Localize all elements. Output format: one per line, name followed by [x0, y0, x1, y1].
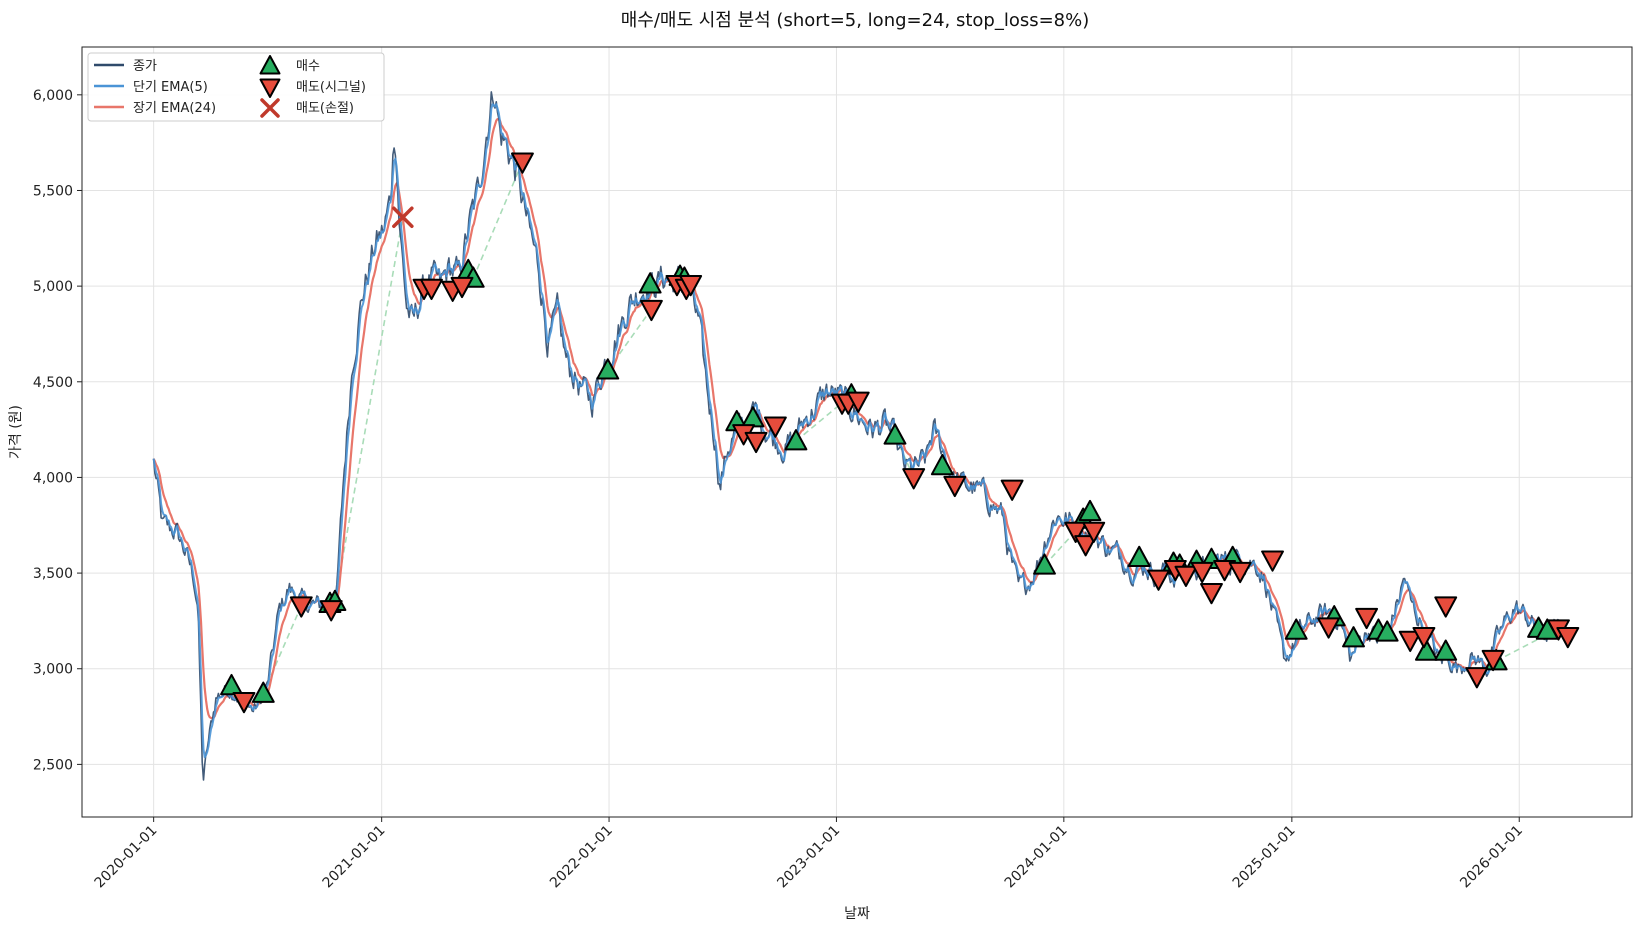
sell-signal-marker [1174, 565, 1198, 587]
marker-layer [220, 152, 1580, 714]
trade-link [472, 161, 524, 279]
buy-marker [1284, 618, 1308, 640]
buy-marker [251, 681, 275, 703]
trade-link [1043, 530, 1077, 566]
trade-link [334, 217, 404, 602]
sell-signal-marker [1412, 626, 1436, 649]
grid-layer [82, 47, 1632, 817]
buy-marker [1078, 499, 1102, 522]
sell-stop-marker [392, 206, 414, 229]
sell-signal-marker [1190, 561, 1214, 584]
sell-signal-marker [1398, 630, 1422, 653]
legend-box [87, 52, 385, 122]
sell-signal-marker [511, 152, 534, 174]
sell-signal-marker [1082, 521, 1106, 543]
x-tick-label: 2021-01-01 [320, 823, 389, 892]
sell-signal-marker [289, 596, 313, 618]
buy-marker [784, 429, 808, 451]
y-tick-label: 4,500 [33, 375, 73, 391]
sell-signal-marker [450, 276, 474, 299]
series-line-close [152, 91, 1563, 781]
x-tick-label: 2024-01-01 [1002, 823, 1071, 892]
sell-stop-stroke [392, 206, 414, 229]
sell-signal-marker [1355, 607, 1379, 630]
x-tick-label: 2026-01-01 [1457, 823, 1526, 892]
sell-signal-marker [763, 416, 787, 438]
sell-signal-marker [1465, 667, 1489, 689]
buy-marker [1342, 626, 1365, 648]
sell-signal-marker [232, 692, 256, 714]
buy-marker [596, 358, 620, 380]
sell-stop-stroke [260, 98, 280, 118]
legend-swatch-sell-signal [259, 78, 281, 98]
plot-frame [81, 46, 1633, 818]
y-tick-label: 6,000 [33, 88, 73, 104]
sell-signal-marker [1481, 649, 1505, 672]
sell-signal-marker [1228, 561, 1252, 584]
y-tick-label: 5,500 [33, 183, 73, 199]
legend-label: 종가 [133, 59, 157, 74]
sell-signal-marker [1200, 582, 1223, 605]
x-tick-label: 2022-01-01 [547, 823, 616, 892]
series-layer [152, 91, 1563, 781]
sell-signal-marker [1213, 560, 1237, 582]
sell-signal-marker [639, 299, 663, 322]
sell-signal-marker [679, 274, 703, 297]
sell-signal-marker [1064, 521, 1088, 543]
sell-signal-marker [744, 431, 768, 454]
sell-signal-marker [1556, 626, 1580, 649]
sell-signal-marker [1147, 569, 1170, 591]
legend-swatch-buy [259, 55, 281, 75]
buy-marker [1434, 639, 1458, 661]
legend-label: 매도(손절) [296, 101, 354, 116]
x-axis-label: 날짜 [844, 906, 870, 922]
sell-signal-marker [846, 391, 870, 413]
legend-label: 장기 EMA(24) [133, 101, 216, 116]
legend-label: 단기 EMA(5) [133, 80, 208, 95]
sell-signal-marker [1317, 617, 1341, 639]
buy-marker [930, 453, 954, 476]
sell-signal-marker [902, 468, 926, 490]
trade-link [1495, 627, 1559, 662]
sell-signal-marker [1074, 535, 1098, 557]
buy-marker [638, 272, 662, 294]
series-line-ema-short [152, 103, 1563, 759]
sell-signal-marker [1261, 550, 1284, 572]
y-tick-label: 3,500 [33, 566, 73, 582]
legend-label: 매도(시그널) [296, 80, 366, 95]
chart-title: 매수/매도 시점 분석 (short=5, long=24, stop_loss… [621, 10, 1090, 31]
legend-label: 매수 [296, 59, 320, 74]
x-axis-ticks: 2020-01-01 2021-01-01 2022-01-01 2023-01-01… [92, 817, 1526, 891]
buy-marker [1375, 620, 1399, 642]
y-axis-label: 가격 (원) [8, 405, 24, 459]
y-tick-label: 3,000 [33, 662, 73, 678]
sell-signal-marker [1434, 596, 1458, 618]
legend-swatch-sell-stop [260, 98, 280, 118]
sell-signal-marker [943, 475, 967, 498]
sell-signal-marker [420, 278, 443, 301]
y-tick-label: 4,000 [33, 470, 73, 486]
buy-marker [220, 673, 243, 696]
x-tick-label: 2020-01-01 [92, 823, 161, 892]
sell-signal-marker [319, 600, 343, 622]
buy-marker [1127, 545, 1151, 568]
y-tick-label: 2,500 [33, 757, 73, 773]
sell-signal-marker [1000, 479, 1024, 501]
buy-marker [883, 423, 907, 445]
y-axis-ticks: 2,500 3,000 3,500 4,000 4,500 5,000 5,500 6,000 [33, 88, 82, 773]
y-tick-label: 5,000 [33, 279, 73, 295]
buy-marker [1033, 553, 1056, 575]
buy-marker [1414, 639, 1438, 661]
x-tick-label: 2023-01-01 [774, 823, 843, 892]
x-tick-label: 2025-01-01 [1230, 823, 1299, 892]
